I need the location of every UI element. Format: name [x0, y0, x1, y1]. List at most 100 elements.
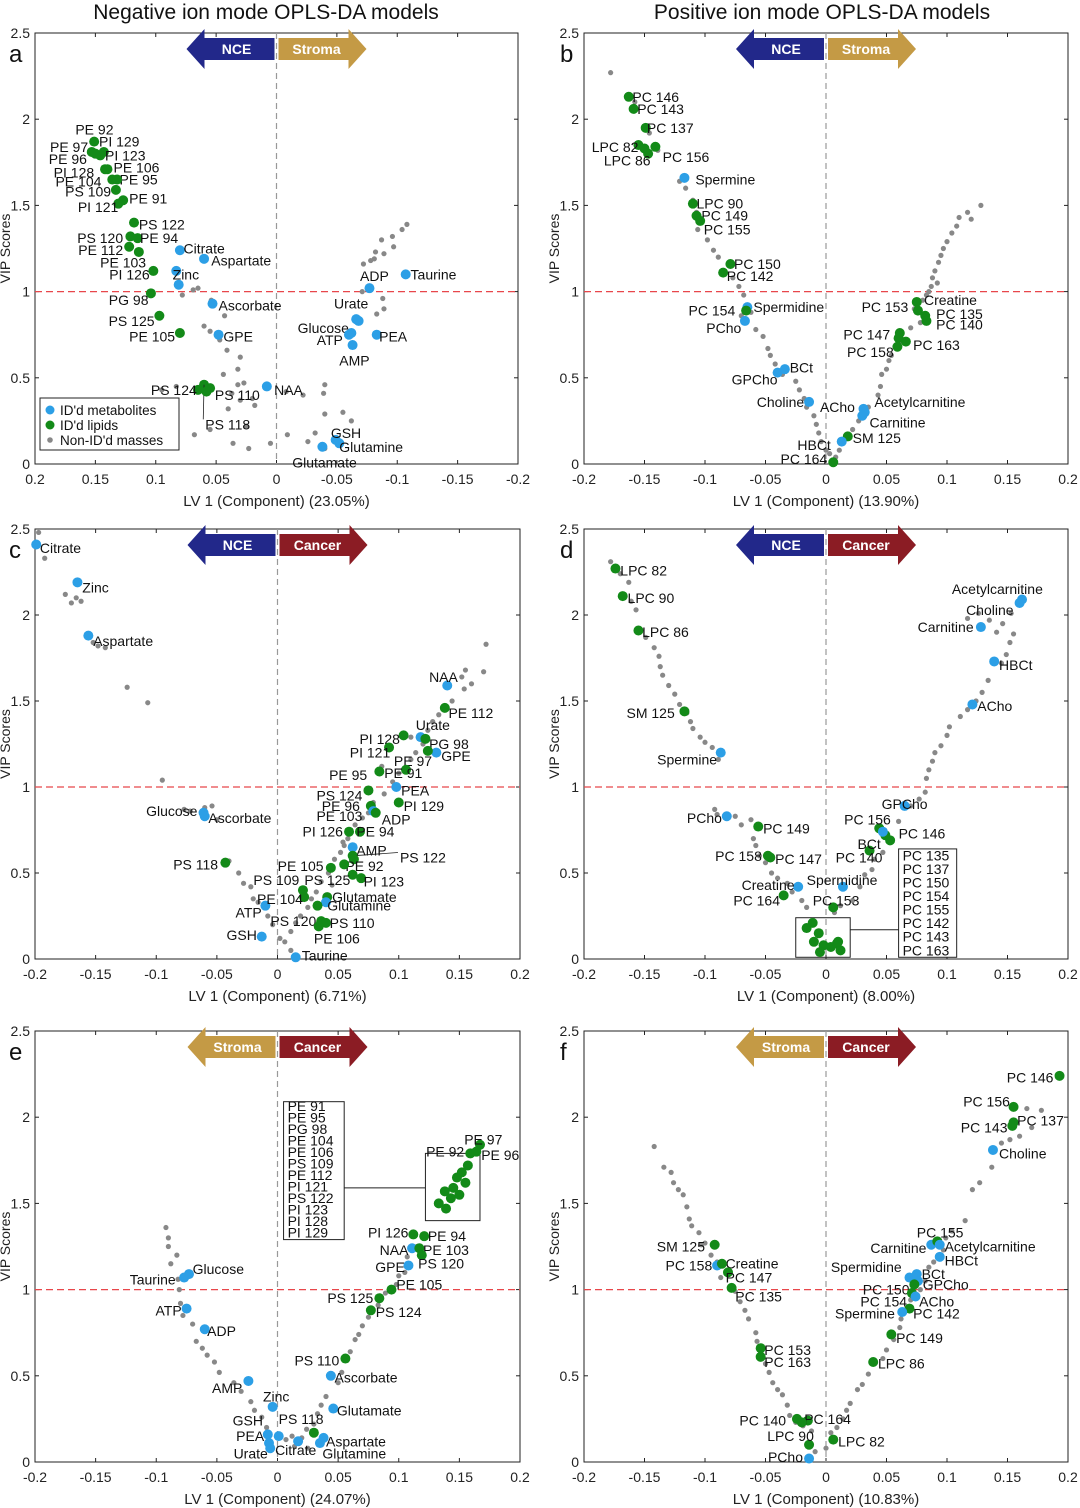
nonid-mass-point — [742, 1307, 748, 1313]
y-tick-label: 0 — [22, 456, 30, 472]
callout-list-entry: PI 121 — [288, 1179, 329, 1195]
point-label: LPC 86 — [604, 153, 651, 169]
nonid-mass-point — [877, 383, 884, 390]
point-label: ACho — [820, 399, 855, 415]
nonid-mass-point — [714, 811, 720, 818]
nonid-mass-point — [875, 392, 881, 398]
point-label: LPC 90 — [628, 590, 675, 606]
metabolite-point — [347, 842, 358, 853]
nonid-mass-point — [978, 202, 984, 208]
nonid-mass-point — [207, 426, 213, 433]
point-label: GPCho — [923, 1276, 969, 1292]
point-label: PE 97 — [50, 139, 88, 155]
x-tick-label: -0.05 — [201, 966, 233, 982]
point-label: PE 106 — [113, 159, 159, 175]
point-label: LPC 86 — [878, 1356, 925, 1372]
metabolite-point — [207, 298, 218, 309]
point-label: PE 105 — [129, 328, 175, 344]
nonid-mass-point — [702, 739, 708, 745]
lipid-point — [339, 859, 350, 870]
nonid-mass-point — [221, 313, 228, 319]
point-label: Taurine — [302, 948, 348, 964]
lipid-point — [623, 91, 634, 102]
metabolite-point — [199, 1324, 210, 1335]
nonid-mass-point — [779, 1392, 786, 1398]
nonid-mass-point — [305, 1445, 311, 1451]
point-label: PE 92 — [345, 858, 383, 874]
nonid-mass-point — [124, 684, 130, 690]
nonid-mass-point — [847, 1400, 853, 1406]
lipid-point — [835, 945, 846, 956]
callout-list-entry: PC 154 — [903, 888, 950, 904]
x-tick-label: 0.2 — [1058, 1469, 1078, 1485]
nonid-mass-point — [676, 701, 683, 708]
lipid-point — [610, 563, 621, 574]
group-label: NCE — [222, 41, 252, 57]
label-leader — [352, 852, 398, 857]
nonid-mass-point — [816, 430, 822, 436]
lipid-point — [687, 198, 698, 209]
point-label: PS 110 — [215, 387, 260, 403]
lipid-point — [454, 1189, 465, 1200]
nonid-mass-point — [857, 884, 863, 890]
nonid-mass-point — [1024, 1105, 1030, 1112]
y-tick-label: 1.5 — [11, 693, 31, 709]
point-label: GSH — [227, 927, 257, 943]
nonid-mass-point — [1017, 1133, 1023, 1139]
nonid-mass-point — [402, 1269, 408, 1275]
metabolite-point — [321, 897, 331, 908]
nonid-mass-point — [1010, 631, 1017, 637]
metabolite-point — [897, 1307, 908, 1318]
nonid-mass-point — [1007, 639, 1013, 646]
point-label: PE 91 — [384, 765, 422, 781]
point-label: Glutamine — [339, 439, 403, 455]
point-label: Taurine — [130, 1271, 176, 1287]
nonid-mass-point — [311, 1421, 317, 1427]
nonid-mass-point — [784, 1402, 790, 1408]
metabolite-point — [934, 1239, 945, 1250]
lipid-point — [445, 1193, 456, 1204]
point-label: PS 118 — [173, 856, 218, 872]
metabolite-point — [934, 1251, 945, 1262]
callout-list-entry: PC 163 — [903, 942, 950, 958]
nonid-mass-point — [962, 1218, 968, 1224]
nonid-mass-point — [770, 1380, 776, 1386]
lipid-point — [374, 766, 385, 777]
nonid-mass-point — [772, 361, 778, 367]
nonid-mass-point — [712, 806, 718, 812]
group-label: Stroma — [842, 41, 890, 57]
point-label: PE 96 — [481, 1147, 519, 1163]
nonid-mass-point — [102, 645, 108, 651]
nonid-mass-point — [964, 707, 971, 713]
lipid-point — [386, 1284, 397, 1295]
nonid-mass-point — [252, 402, 258, 408]
callout-list-entry: PC 155 — [903, 902, 950, 918]
point-label: NAA — [380, 1242, 409, 1258]
metabolite-point — [290, 952, 301, 963]
nonid-mass-point — [880, 849, 886, 855]
nonid-mass-point — [90, 639, 96, 646]
nonid-mass-point — [231, 1380, 237, 1386]
x-tick-label: -0.05 — [750, 966, 782, 982]
nonid-mass-point — [917, 1287, 923, 1293]
point-label: HBCt — [999, 657, 1033, 673]
x-tick-label: -0.1 — [693, 1469, 717, 1485]
point-label: PC 146 — [1007, 1070, 1054, 1086]
lipid-point — [807, 917, 818, 928]
x-tick-label: -0.15 — [629, 966, 661, 982]
lipid-point — [892, 341, 903, 352]
nonid-mass-point — [672, 691, 678, 697]
nonid-mass-point — [859, 1381, 865, 1388]
nonid-mass-point — [1007, 1137, 1013, 1143]
point-label: GPCho — [732, 372, 778, 388]
point-label: PS 110 — [330, 915, 375, 931]
point-label: Choline — [757, 394, 805, 410]
nonid-mass-point — [483, 641, 489, 647]
metabolite-point — [715, 747, 726, 758]
nonid-mass-point — [341, 842, 347, 849]
x-tick-label: -0.15 — [442, 471, 474, 487]
nonid-mass-point — [811, 413, 817, 419]
point-label: HBCt — [945, 1252, 979, 1268]
nonid-mass-point — [985, 677, 991, 683]
nonid-mass-point — [352, 1336, 358, 1343]
